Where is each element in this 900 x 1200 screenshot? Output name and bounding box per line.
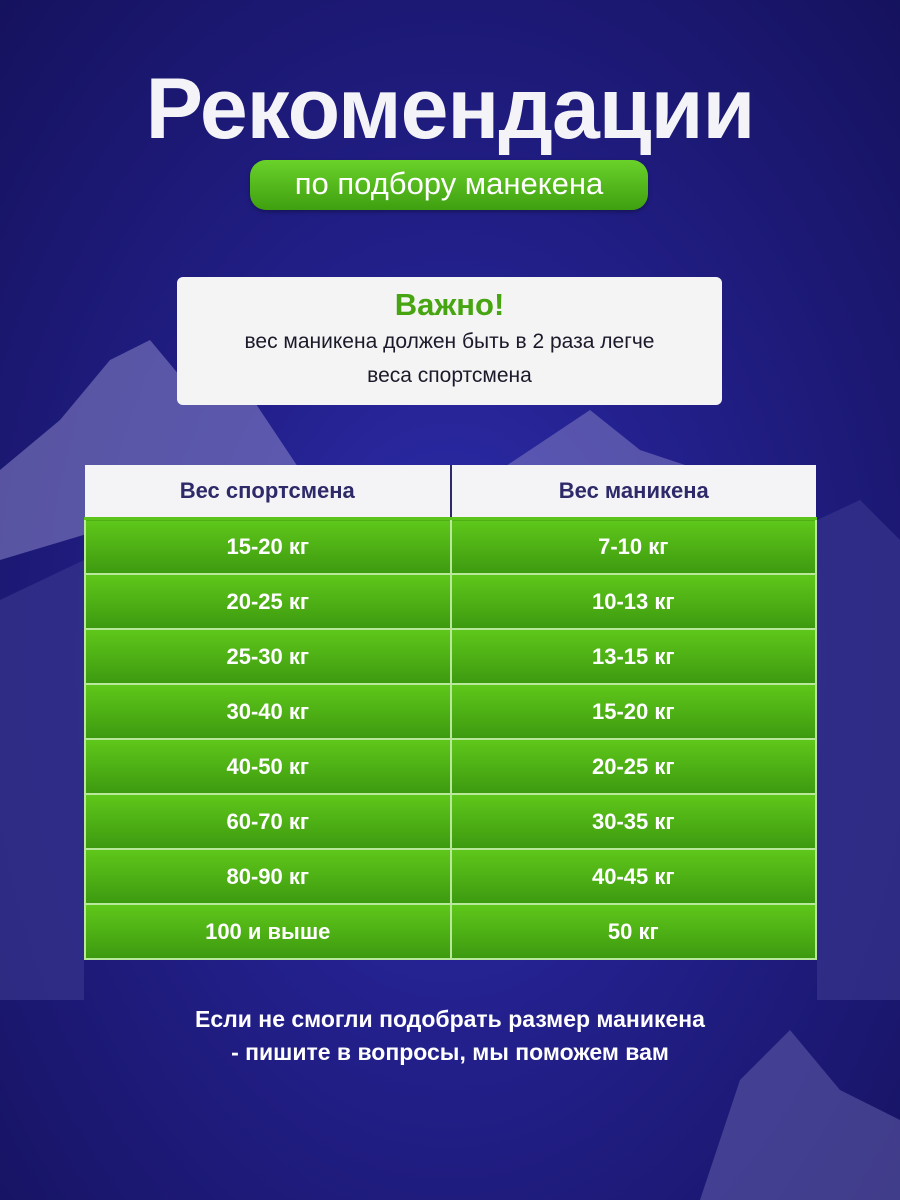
dummy-weight-cell: 13-15 кг [449, 628, 817, 685]
note-heading: Важно! [394, 287, 505, 322]
athlete-weight-cell: 80-90 кг [84, 848, 452, 905]
dummy-weight-cell: 10-13 кг [449, 573, 817, 630]
table-row: 100 и выше 50 кг [84, 903, 817, 960]
note-line-1: вес маникена должен быть в 2 раза легче [244, 330, 655, 353]
footer-line-2: - пишите в вопросы, мы поможем вам [231, 1039, 669, 1065]
athlete-weight-cell: 40-50 кг [84, 738, 452, 795]
dummy-weight-cell: 7-10 кг [449, 517, 817, 575]
column-header-athlete-weight: Вес спортсмена [85, 465, 451, 520]
note-line-2: веса спортсмена [367, 364, 532, 387]
table-row: 20-25 кг 10-13 кг [84, 573, 817, 630]
dummy-weight-cell: 30-35 кг [449, 793, 817, 850]
size-table: Вес спортсмена Вес маникена 15-20 кг 7-10… [84, 465, 817, 960]
dummy-weight-cell: 20-25 кг [449, 738, 817, 795]
footer-line-1: Если не смогли подобрать размер маникена [195, 1006, 705, 1032]
dummy-weight-cell: 15-20 кг [449, 683, 817, 740]
table-row: 15-20 кг 7-10 кг [84, 517, 817, 575]
athlete-weight-cell: 25-30 кг [84, 628, 452, 685]
subtitle-badge: по подбору манекена [250, 160, 648, 210]
athlete-weight-cell: 100 и выше [84, 903, 452, 960]
table-row: 40-50 кг 20-25 кг [84, 738, 817, 795]
important-note: Важно! вес маникена должен быть в 2 раза… [177, 277, 722, 405]
table-row: 25-30 кг 13-15 кг [84, 628, 817, 685]
dummy-weight-cell: 40-45 кг [449, 848, 817, 905]
footer-text: Если не смогли подобрать размер маникена… [0, 1003, 900, 1069]
table-row: 30-40 кг 15-20 кг [84, 683, 817, 740]
dummy-weight-cell: 50 кг [449, 903, 817, 960]
athlete-weight-cell: 30-40 кг [84, 683, 452, 740]
column-header-dummy-weight: Вес маникена [449, 465, 816, 520]
athlete-weight-cell: 20-25 кг [84, 573, 452, 630]
athlete-weight-cell: 60-70 кг [84, 793, 452, 850]
table-row: 60-70 кг 30-35 кг [84, 793, 817, 850]
athlete-weight-cell: 15-20 кг [84, 517, 452, 575]
page-title: Рекомендации [145, 61, 756, 157]
table-row: 80-90 кг 40-45 кг [84, 848, 817, 905]
